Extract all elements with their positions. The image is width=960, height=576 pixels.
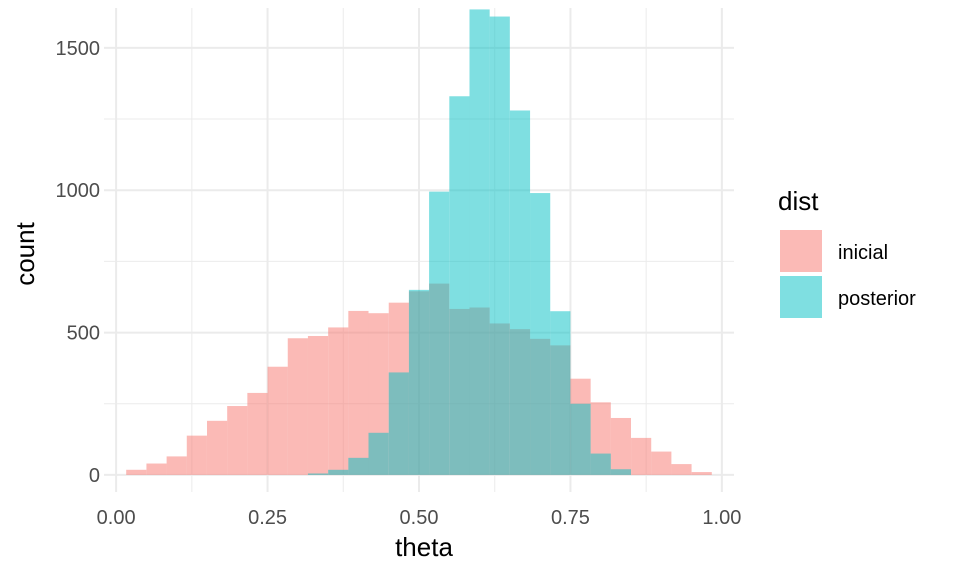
bar-posterior (469, 9, 490, 475)
legend-label-posterior: posterior (838, 288, 916, 310)
x-axis: 0.00 0.25 0.50 0.75 1.00 (97, 507, 742, 529)
bar-posterior (530, 193, 551, 475)
legend: dist inicial posterior (778, 186, 916, 318)
bar-posterior (570, 403, 591, 475)
y-tick-label: 1000 (56, 180, 101, 202)
y-axis: 0 500 1000 1500 (56, 38, 101, 487)
bar-inicial (671, 464, 692, 475)
x-axis-title: theta (395, 532, 453, 562)
bar-posterior (307, 473, 329, 475)
y-tick-label: 0 (89, 465, 100, 487)
bar-inicial (328, 327, 349, 475)
bar-inicial (651, 451, 672, 475)
x-tick-label: 0.75 (551, 507, 590, 529)
bars-layer (126, 9, 712, 475)
legend-key-inicial (780, 230, 822, 272)
x-tick-label: 0.50 (400, 507, 439, 529)
bar-inicial (631, 437, 652, 475)
bar-posterior (489, 16, 510, 475)
bar-posterior (348, 457, 369, 475)
bar-posterior (388, 372, 409, 475)
bar-inicial (227, 406, 248, 475)
bar-inicial (267, 366, 288, 475)
bar-posterior (550, 311, 571, 475)
bar-inicial (146, 463, 167, 475)
bar-posterior (449, 96, 470, 475)
bar-posterior (590, 453, 611, 475)
bar-inicial (307, 335, 329, 475)
bar-inicial (348, 310, 369, 475)
legend-title: dist (778, 186, 819, 216)
bar-posterior (408, 289, 430, 475)
y-tick-label: 1500 (56, 38, 101, 60)
legend-label-inicial: inicial (838, 242, 888, 264)
legend-key-posterior (780, 276, 822, 318)
x-tick-label: 1.00 (702, 507, 741, 529)
bar-inicial (166, 456, 187, 475)
bar-posterior (610, 469, 631, 475)
bar-posterior (509, 110, 531, 475)
x-tick-label: 0.25 (248, 507, 287, 529)
y-axis-title: count (10, 221, 40, 285)
bar-posterior (328, 469, 349, 475)
bar-posterior (429, 191, 450, 475)
bar-inicial (126, 469, 147, 475)
bar-inicial (287, 338, 308, 475)
bar-inicial (186, 435, 207, 475)
x-tick-label: 0.00 (97, 507, 136, 529)
bar-inicial (207, 420, 228, 475)
bar-inicial (610, 417, 631, 475)
bar-posterior (368, 432, 389, 475)
y-tick-label: 500 (67, 323, 100, 345)
bar-inicial (247, 392, 268, 475)
bar-inicial (691, 472, 712, 475)
